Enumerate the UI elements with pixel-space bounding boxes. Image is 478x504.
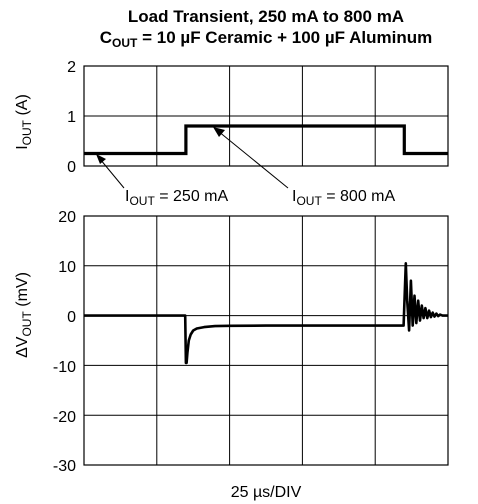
iout-trace [84, 124, 448, 156]
top-y-tick-0: 0 [67, 159, 76, 176]
annotation-800ma-symbol: I [292, 188, 296, 205]
grid-lines [84, 66, 448, 465]
annotation-800ma-arrowhead [213, 127, 225, 137]
bottom-y-tick-0: 0 [67, 309, 76, 326]
annotation-800ma-arrow-line [217, 130, 289, 189]
annotation-800ma-background [290, 183, 430, 207]
top-ylabel-subscript: OUT [20, 119, 34, 145]
annotation-250ma-arrowhead [96, 154, 106, 164]
top-y-axis-label: IOUT (A) [14, 94, 34, 150]
annotation-250ma-arrow-line [99, 158, 125, 189]
bottom-y-tick-10: 10 [58, 259, 76, 276]
chart-title-line-1: Load Transient, 250 mA to 800 mA [128, 7, 404, 26]
title-capacitor-text: = 10 µF Ceramic + 100 µF Aluminum [137, 28, 432, 47]
annotation-250ma-subscript: OUT [129, 194, 155, 208]
annotation-250ma: IOUT = 250 mA [125, 188, 229, 208]
annotation-250ma-symbol: I [125, 188, 129, 205]
bottom-y-tick-20: 20 [58, 209, 76, 226]
bottom-ylabel-unit: (mV) [14, 272, 31, 311]
title-cout-symbol: C [100, 28, 112, 47]
top-y-tick-1: 1 [67, 109, 76, 126]
bottom-y-tick-neg20: -20 [53, 409, 76, 426]
top-ylabel-symbol: I [14, 145, 31, 149]
bottom-y-tick-neg10: -10 [53, 359, 76, 376]
bottom-panel-frame [83, 215, 449, 466]
delta-vout-trace [84, 262, 448, 365]
bottom-y-tick-neg30: -30 [53, 458, 76, 475]
annotation-800ma: IOUT = 800 mA [292, 188, 396, 208]
bottom-ylabel-subscript: OUT [20, 311, 34, 337]
annotation-800ma-value: = 800 mA [322, 188, 396, 205]
x-axis-label: 25 µs/DIV [231, 484, 302, 501]
annotation-250ma-background [123, 183, 263, 207]
top-y-tick-2: 2 [67, 59, 76, 76]
chart-title-line-2: COUT = 10 µF Ceramic + 100 µF Aluminum [100, 28, 432, 50]
title-cout-subscript: OUT [112, 36, 138, 50]
top-ylabel-unit: (A) [14, 94, 31, 120]
bottom-ylabel-symbol: ΔV [14, 336, 31, 358]
annotation-250ma-value: = 250 mA [155, 188, 229, 205]
annotation-800ma-subscript: OUT [296, 194, 322, 208]
bottom-y-axis-label: ΔVOUT (mV) [14, 272, 34, 358]
